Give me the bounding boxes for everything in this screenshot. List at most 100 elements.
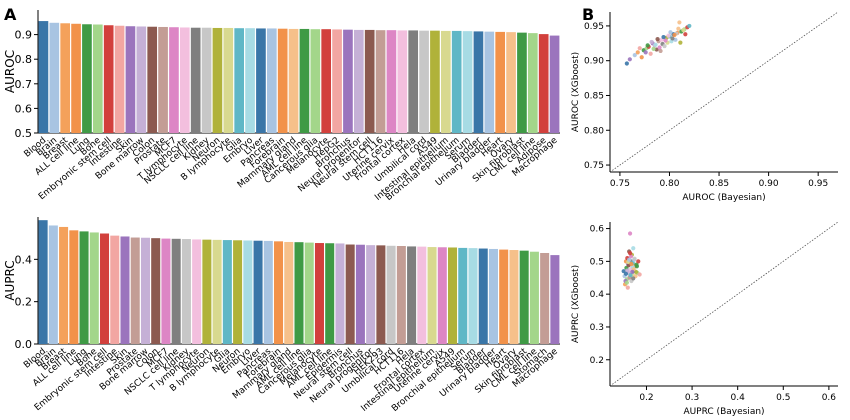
y-tick-label: 0.2	[590, 356, 604, 366]
scatter-point	[627, 57, 632, 62]
bar	[89, 232, 99, 344]
scatter-point	[628, 273, 633, 278]
scatter-point	[649, 39, 654, 45]
y-tick-label: 0.5	[590, 257, 604, 267]
scatter-point	[657, 45, 662, 50]
scatter-point	[653, 42, 658, 47]
bar	[417, 246, 427, 344]
scatter-point	[672, 32, 677, 38]
bar	[130, 237, 140, 344]
bar	[325, 243, 335, 344]
bar	[294, 242, 304, 344]
y-tick-label: 0.85	[584, 91, 604, 101]
bar	[110, 235, 120, 344]
y-axis-label: AUPRC	[3, 260, 17, 300]
scatter-point	[681, 27, 686, 33]
scatter-point	[631, 276, 636, 281]
bar	[488, 248, 498, 344]
bar	[243, 240, 253, 344]
bar	[321, 29, 332, 133]
scatter-point	[668, 30, 673, 35]
bar	[364, 29, 375, 133]
bar	[59, 226, 69, 344]
scatter-point	[635, 50, 640, 55]
bar	[538, 34, 549, 133]
bar	[397, 30, 408, 133]
diagonal-line	[612, 221, 839, 385]
auroc-bar-chart: 0.50.60.70.80.9AUROCBloodBrainBreastALL …	[3, 10, 560, 203]
y-tick-label: 0.6	[15, 102, 33, 115]
bar	[274, 241, 284, 344]
x-tick-label: 0.5	[776, 393, 790, 403]
bar	[540, 252, 550, 344]
bar	[171, 238, 181, 344]
bar	[506, 32, 516, 133]
bar	[120, 236, 130, 344]
bar	[427, 247, 437, 344]
y-axis-label: AUROC (XGboost)	[571, 52, 581, 132]
scatter-point	[645, 43, 650, 48]
bar	[263, 240, 273, 344]
y-tick-label: 0.0	[15, 338, 33, 351]
bar	[212, 239, 222, 344]
auroc-scatter-chart: 0.75 0.80 0.85 0.90 0.95 0.75 0.80 0.85 0.90 0.95…	[571, 11, 839, 203]
bar	[48, 225, 58, 344]
scatter-point	[676, 26, 681, 31]
scatter-point	[678, 40, 683, 45]
bar	[468, 248, 478, 344]
bar	[60, 23, 71, 134]
scatter-point	[683, 32, 688, 37]
y-axis-label: AUROC	[3, 50, 17, 93]
scatter-point	[662, 43, 667, 49]
bar	[517, 32, 527, 133]
auprc-scatter-chart: 0.2 0.3 0.4 0.5 0.6 0.2 0.3 0.4 0.5 0.6 AUPRC (Bay…	[571, 221, 839, 417]
scatter-point	[631, 246, 636, 251]
scatter-point	[628, 254, 634, 259]
bar	[181, 239, 191, 344]
bar	[332, 29, 342, 134]
scatter-point	[651, 46, 656, 51]
bar	[550, 255, 560, 344]
bar	[179, 27, 190, 133]
bar	[103, 25, 114, 134]
bar	[509, 250, 519, 344]
scatter-point	[624, 61, 629, 66]
bar	[277, 28, 288, 133]
bar	[161, 238, 171, 344]
bar	[343, 29, 353, 133]
scatter-point	[637, 46, 642, 51]
bar	[201, 27, 212, 134]
bar	[169, 27, 179, 133]
y-tick-label: 0.8	[15, 53, 33, 66]
scatter-point	[629, 261, 634, 267]
bar	[212, 27, 223, 133]
bar	[527, 33, 538, 133]
bar	[125, 26, 136, 133]
bar	[386, 245, 396, 344]
bar	[519, 250, 529, 344]
panel-label-a: A	[4, 5, 17, 24]
bar	[158, 26, 168, 133]
y-tick-label: 0.3	[590, 323, 604, 333]
x-tick-label: 0.80	[659, 179, 679, 189]
bar	[223, 27, 234, 133]
scatter-point	[643, 50, 648, 55]
scatter-point	[636, 259, 641, 264]
bar	[222, 240, 232, 344]
bar	[407, 246, 417, 344]
bar	[310, 29, 321, 133]
bar	[266, 28, 277, 134]
bar	[549, 35, 560, 133]
scatter-point	[632, 256, 637, 261]
y-tick-label: 0.5	[15, 127, 33, 140]
bar	[419, 30, 429, 133]
bar	[190, 27, 201, 134]
bar	[437, 247, 447, 344]
bar	[38, 21, 49, 133]
y-tick-label: 0.2	[15, 296, 33, 309]
y-axis-label: AUPRC (XGboost)	[571, 265, 581, 343]
bar	[484, 31, 495, 133]
scatter-point	[624, 280, 629, 285]
scatter-point	[623, 271, 629, 276]
